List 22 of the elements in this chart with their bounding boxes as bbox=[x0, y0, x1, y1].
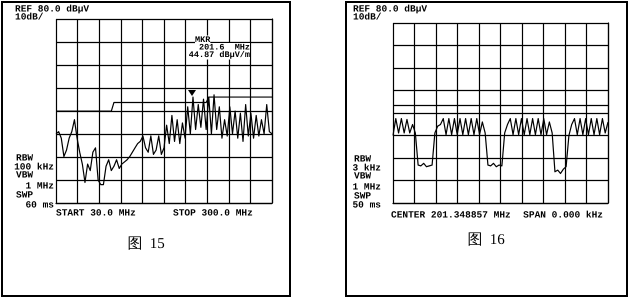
text: 1 MHz bbox=[25, 180, 54, 192]
text: 10dB/ bbox=[15, 12, 44, 22]
caption: 图 15 bbox=[127, 236, 165, 252]
text: 60 ms bbox=[25, 200, 54, 210]
text: 44.87 dBµV/m bbox=[188, 50, 250, 60]
text: 10dB/ bbox=[353, 12, 382, 22]
text: 1 MHz bbox=[352, 182, 381, 192]
text: MKR bbox=[195, 35, 212, 45]
text: VBW bbox=[16, 170, 34, 180]
text: CENTER 201.348857 MHz bbox=[391, 210, 511, 220]
text: SWP bbox=[354, 190, 372, 202]
caption: 图 16 bbox=[467, 232, 506, 248]
text: 50 ms bbox=[352, 200, 382, 210]
text: SWP bbox=[16, 190, 34, 200]
text: 3 kHz bbox=[352, 162, 381, 174]
text: SPAN 0.000 kHz bbox=[523, 210, 603, 220]
text: START 30.0 MHz bbox=[56, 208, 136, 218]
text: RBW bbox=[16, 152, 34, 164]
text: RBW bbox=[354, 154, 372, 164]
text: STOP 300.0 MHz bbox=[173, 208, 253, 218]
text: 100 kHz bbox=[14, 162, 54, 172]
text: VBW bbox=[354, 170, 372, 182]
